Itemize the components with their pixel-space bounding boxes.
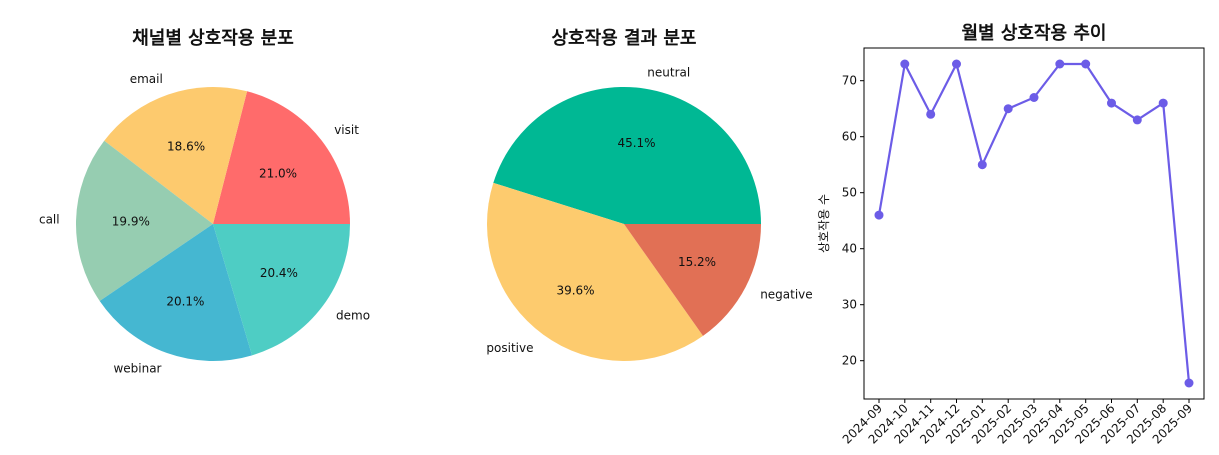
pie-slice-call [75,140,213,302]
data-point-2025-07 [1132,115,1142,125]
pie-channel-labels: visit 21.0% email 18.6% call 19.9% webinar 20.1… [39,72,370,376]
pie-label-demo: demo [336,309,370,323]
data-point-2024-12 [952,59,961,69]
pie-pct-positive: 39.6% [556,283,594,297]
line-chart-title: 월별 상호작용 추이 [961,23,1106,44]
pie-slice-demo [213,224,350,356]
pie-slice-negative [624,224,761,336]
pie-channel-slices [75,86,350,362]
pie-label-visit: visit [334,123,359,137]
pie-outcome-title: 상호작용 결과 분포 [551,28,696,49]
y-tick-label: 60 [842,130,857,144]
pie-slice-positive [486,182,704,361]
pie-slice-visit [213,91,350,224]
pie-label-positive: positive [486,341,533,355]
pie-slice-neutral [493,86,761,224]
series-line [877,62,1191,384]
pie-slice-email [104,86,248,225]
pie-outcome-slices [486,86,761,361]
pie-label-neutral: neutral [647,65,690,79]
pie-pct-negative: 15.2% [678,255,716,269]
pie-label-email: email [130,72,163,86]
series-points [874,59,1194,388]
data-point-2025-03 [1029,93,1039,102]
pie-label-call: call [39,213,60,227]
data-point-2025-09 [1184,378,1194,388]
y-tick-label: 50 [842,186,857,200]
data-point-2024-09 [874,210,884,220]
data-point-2025-01 [977,160,987,170]
data-point-2025-04 [1055,59,1065,69]
pie-pct-visit: 21.0% [259,167,297,181]
y-tick-label: 70 [842,74,857,88]
pie-pct-email: 18.6% [167,139,205,153]
pie-chart-channel: 채널별 상호작용 분포 visit 21.0% email 18.6% call 19.9… [39,28,370,376]
data-point-2024-11 [926,109,936,119]
y-axis-label: 상호작용 수 [817,194,831,253]
pie-pct-webinar: 20.1% [166,294,204,308]
data-point-2025-08 [1158,98,1168,108]
pie-label-webinar: webinar [113,362,161,376]
pie-chart-outcome: 상호작용 결과 분포 neutral 45.1% positive 39.6% nega… [486,28,813,361]
data-point-2024-10 [900,59,910,69]
data-point-2025-05 [1081,59,1091,69]
pie-pct-demo: 20.4% [260,266,298,280]
pie-pct-neutral: 45.1% [617,136,655,150]
y-tick-label: 20 [842,354,857,368]
pie-channel-title: 채널별 상호작용 분포 [132,28,294,49]
pie-pct-call: 19.9% [112,215,150,229]
pie-slice-webinar [99,224,253,362]
pie-label-negative: negative [760,288,812,302]
data-point-2025-06 [1107,98,1116,108]
y-tick-label: 30 [842,298,857,312]
x-axis-ticks: 2024-092024-102024-112024-122025-012025-… [840,399,1195,447]
y-axis-ticks: 20 30 40 50 60 70 [842,74,864,368]
line-chart-monthly: 월별 상호작용 추이 20 30 40 50 60 70 2024-092024-1020… [817,23,1205,447]
pie-outcome-labels: neutral 45.1% positive 39.6% negative 15.2% [486,65,812,355]
y-tick-label: 40 [842,242,857,256]
data-point-2025-02 [1003,104,1013,114]
